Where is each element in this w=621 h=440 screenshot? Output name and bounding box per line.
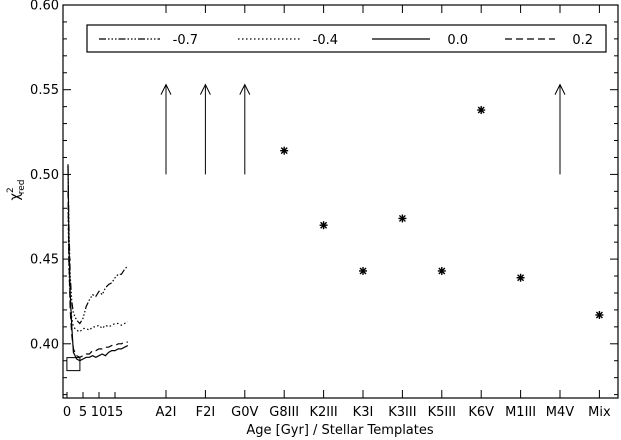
y-axis-title-sub: red [17, 179, 27, 194]
series-line-0.0 [67, 164, 129, 362]
y-tick-label: 0.40 [30, 337, 59, 352]
legend-label: 0.0 [447, 33, 468, 48]
series-line-0.2 [67, 191, 128, 358]
legend-label: 0.2 [572, 33, 593, 48]
plot-frame [62, 4, 619, 399]
x-tick-label-template: F2I [196, 405, 216, 420]
x-tick-label-age: 0 [63, 405, 71, 420]
x-tick-label-template: K3III [388, 405, 416, 420]
series-layer [67, 164, 129, 362]
y-axis-title-sup: 2 [6, 187, 16, 193]
upper-limit-arrowhead [160, 83, 172, 95]
axis-ticks: 0.40 0.45 0.50 0.55 0.60 0 5 10 15 A2I F2I G0V G8III… [30, 0, 618, 420]
x-tick-label-template: Mix [588, 405, 611, 420]
x-tick-label-template: G0V [231, 405, 258, 420]
x-tick-label-template: K5III [428, 405, 456, 420]
upper-limit-arrowhead [199, 83, 211, 95]
upper-limit-arrowhead [554, 83, 566, 95]
template-point-K2III [319, 221, 328, 230]
x-axis-title: Age [Gyr] / Stellar Templates [246, 423, 434, 438]
template-point-K3III [398, 214, 407, 223]
x-tick-label-age: 15 [107, 405, 124, 420]
y-tick-label: 0.55 [30, 83, 59, 98]
y-tick-label: 0.50 [30, 168, 59, 183]
series-line--0.4 [67, 208, 129, 333]
legend: -0.7 -0.4 0.0 0.2 [86, 24, 607, 53]
legend-label: -0.7 [173, 33, 198, 48]
x-tick-label-template: A2I [156, 405, 177, 420]
template-point-Mix [595, 310, 604, 319]
y-tick-label: 0.60 [30, 0, 59, 14]
y-tick-label: 0.45 [30, 253, 59, 268]
x-tick-label-age: 5 [79, 405, 87, 420]
template-point-M1III [516, 273, 525, 282]
template-point-G8III [280, 146, 289, 155]
x-tick-label-template: M1III [505, 405, 536, 420]
template-point-K3I [359, 266, 367, 275]
template-point-K5III [437, 266, 446, 275]
x-tick-label-template: K3I [353, 405, 374, 420]
markers-layer [66, 83, 604, 372]
template-point-K6V [477, 106, 486, 115]
legend-label: -0.4 [313, 33, 338, 48]
best-fit-box [66, 357, 81, 372]
y-axis-title: χ2red [6, 179, 27, 200]
x-tick-label-age: 10 [91, 405, 108, 420]
upper-limit-arrowhead [239, 83, 251, 95]
y-axis-title-main: χ [8, 193, 23, 201]
svg-text:χ2red: χ2red [6, 179, 27, 200]
x-tick-label-template: M4V [546, 405, 574, 420]
series-line--0.7 [67, 165, 129, 325]
x-tick-label-template: K6V [468, 405, 494, 420]
x-tick-label-template: K2III [309, 405, 337, 420]
x-tick-label-template: G8III [269, 405, 299, 420]
